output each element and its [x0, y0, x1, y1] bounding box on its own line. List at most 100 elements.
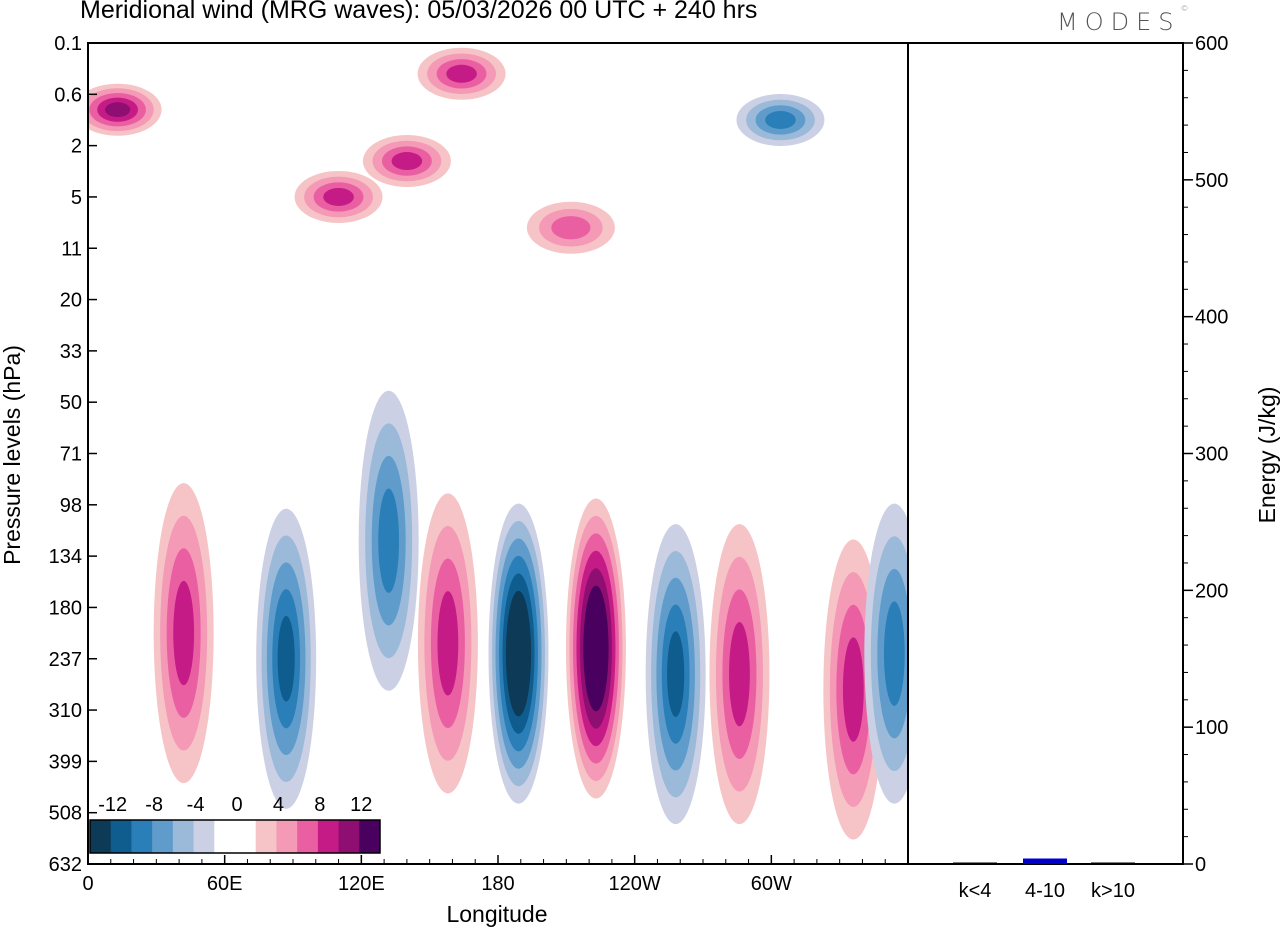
wind-feature: [88, 83, 162, 136]
colorbar-label: 4: [273, 794, 284, 816]
contour-band: [437, 591, 459, 696]
colorbar-swatch: [152, 820, 174, 853]
y-tick-label: 50: [60, 392, 82, 414]
energy-tick-label: 400: [1195, 307, 1228, 329]
contour-band: [378, 488, 400, 593]
x-axis-title: Longitude: [446, 901, 547, 927]
colorbar-swatch: [255, 820, 277, 853]
y-tick-label: 310: [49, 700, 82, 722]
colorbar-swatch: [235, 820, 257, 853]
x-tick-label: 120E: [338, 873, 385, 895]
contour-band: [277, 615, 295, 702]
colorbar: -12 -8 -4 0 4 8 12: [89, 794, 381, 854]
brand-mark: ©: [1180, 4, 1189, 13]
x-tick-label: 60W: [751, 873, 792, 895]
y-axis: 0.1 0.6 2 5 11 20 33 50 71 98 134 180 237 310 399 508 63…: [49, 33, 97, 876]
energy-category-label: k>10: [1091, 880, 1135, 902]
contour-band: [323, 187, 354, 206]
y-tick-label: 71: [60, 444, 82, 466]
colorbar-label: 8: [314, 794, 325, 816]
energy-bars: k<4 4-10 k>10: [953, 858, 1135, 902]
energy-tick-label: 200: [1195, 580, 1228, 602]
y-tick-label: 0.1: [54, 33, 82, 55]
wind-feature: [488, 503, 549, 804]
colorbar-swatch: [131, 820, 153, 853]
wind-feature: [294, 170, 383, 223]
colorbar-label: -4: [187, 794, 205, 816]
y-tick-label: 2: [71, 136, 82, 158]
wind-field: [88, 47, 908, 840]
wind-feature: [417, 47, 506, 100]
colorbar-swatch: [193, 820, 215, 853]
contour-band: [551, 216, 591, 240]
wind-feature: [256, 508, 317, 809]
energy-axis: 0 100 200 300 400 500 600: [1183, 33, 1228, 876]
colorbar-swatch: [90, 820, 112, 853]
colorbar-swatch: [276, 820, 298, 853]
contour-band: [391, 152, 423, 171]
wind-feature: [645, 524, 706, 825]
colorbar-swatch: [338, 820, 360, 853]
colorbar-label: 0: [231, 794, 242, 816]
contour-band: [765, 110, 796, 129]
y-tick-label: 11: [61, 238, 82, 260]
colorbar-swatch: [359, 820, 381, 853]
y-tick-label: 134: [49, 546, 82, 568]
wind-feature: [417, 493, 478, 794]
contour-band: [590, 620, 602, 677]
y-axis-title: Pressure levels (hPa): [0, 345, 25, 565]
energy-tick-label: 0: [1195, 854, 1206, 876]
colorbar-swatch: [172, 820, 195, 853]
energy-tick-label: 600: [1195, 33, 1228, 55]
y-tick-label: 20: [60, 290, 82, 312]
energy-bar: [953, 862, 997, 864]
colorbar-swatch: [297, 820, 319, 853]
energy-panel-frame: [907, 42, 1184, 865]
energy-tick-label: 100: [1195, 717, 1228, 739]
plot-frames: [87, 42, 1184, 865]
y-tick-label: 237: [49, 649, 82, 671]
wind-feature: [358, 390, 419, 691]
y-tick-label: 508: [49, 803, 82, 825]
energy-axis-title: Energy (J/kg): [1254, 387, 1280, 524]
colorbar-label: -8: [145, 794, 163, 816]
colorbar-swatch: [110, 820, 132, 853]
x-tick-label: 60E: [207, 873, 243, 895]
contour-band: [173, 580, 195, 686]
brand-text: MODES: [1057, 8, 1181, 36]
wind-feature: [709, 524, 770, 825]
energy-tick-label: 500: [1195, 170, 1228, 192]
colorbar-label: -12: [98, 794, 127, 816]
x-axis: 0 60E 120E 180 120W 60W: [82, 855, 886, 895]
colorbar-swatch: [317, 820, 340, 853]
contour-band: [105, 102, 131, 118]
x-tick-label: 120W: [609, 873, 661, 895]
brand-logo: MODES©: [1057, 4, 1188, 36]
y-tick-label: 399: [49, 751, 82, 773]
wind-feature: [362, 135, 451, 188]
chart-title: Meridional wind (MRG waves): 05/03/2026 …: [80, 0, 758, 24]
y-tick-label: 632: [49, 854, 82, 876]
energy-bar: [1091, 862, 1135, 864]
wind-feature: [526, 201, 615, 254]
wind-feature: [736, 93, 825, 146]
y-tick-label: 33: [60, 341, 82, 363]
contour-band: [842, 637, 864, 742]
contour-band: [667, 631, 685, 718]
colorbar-label: 12: [350, 794, 372, 816]
wind-feature: [864, 503, 908, 804]
y-tick-label: 5: [71, 187, 82, 209]
colorbar-frame: [89, 819, 381, 854]
y-tick-label: 0.6: [54, 84, 82, 106]
colorbar-swatch: [214, 820, 236, 853]
y-tick-label: 180: [49, 597, 82, 619]
contour-band: [729, 621, 750, 727]
x-tick-label: 0: [82, 873, 93, 895]
wind-feature: [153, 483, 214, 784]
contour-band: [883, 601, 905, 706]
contour-band: [446, 64, 477, 83]
energy-tick-label: 300: [1195, 444, 1228, 466]
wind-feature: [565, 498, 626, 799]
x-tick-label: 180: [481, 873, 514, 895]
